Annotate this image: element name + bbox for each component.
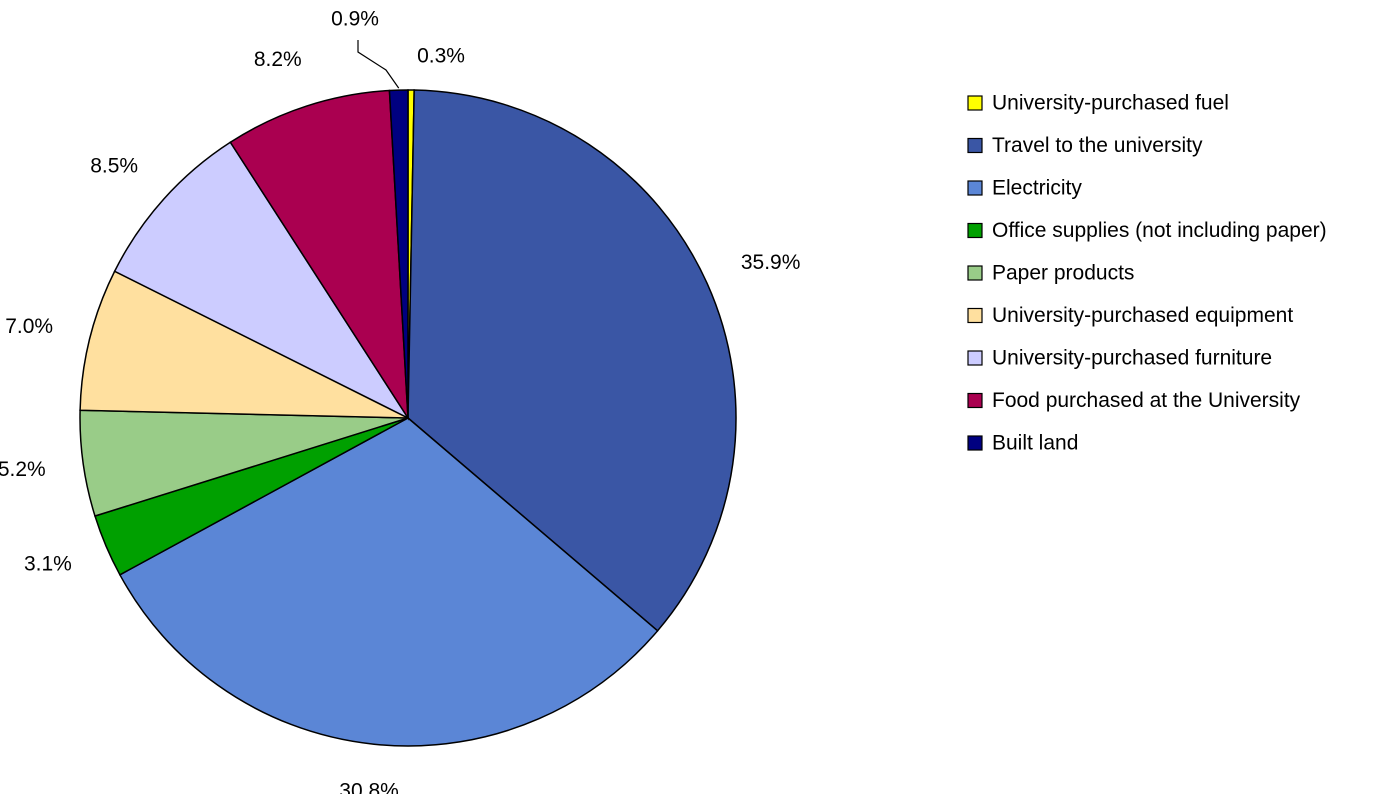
- data-label: 5.2%: [0, 458, 46, 481]
- pie-slice: [388, 89, 409, 419]
- data-label: 3.1%: [24, 552, 72, 575]
- data-label: 8.2%: [254, 48, 302, 71]
- legend-swatch: [967, 95, 983, 111]
- legend-label: Electricity: [992, 177, 1082, 200]
- data-label: 0.9%: [331, 8, 379, 31]
- legend-swatch: [967, 137, 983, 154]
- legend-swatch: [967, 350, 983, 366]
- data-label: 8.5%: [90, 154, 138, 177]
- pie-slice: [118, 417, 659, 747]
- legend-swatch: [967, 265, 983, 281]
- legend-swatch: [967, 180, 983, 196]
- legend-label: Travel to the university: [992, 134, 1203, 157]
- data-label: 35.9%: [741, 251, 801, 274]
- data-label: 0.3%: [417, 45, 465, 68]
- legend-label: University-purchased equipment: [992, 304, 1293, 327]
- pie-slice: [113, 141, 411, 420]
- legend-label: Built land: [992, 432, 1078, 455]
- legend-label: Paper products: [992, 262, 1134, 285]
- legend-label: Office supplies (not including paper): [992, 219, 1327, 242]
- data-label: 7.0%: [5, 315, 53, 338]
- legend-label: University-purchased furniture: [992, 347, 1272, 370]
- pie-slice: [229, 89, 409, 421]
- data-label: 30.8%: [339, 780, 399, 794]
- pie-slice: [407, 89, 737, 632]
- legend-swatch: [967, 435, 983, 451]
- leader-line: [357, 40, 400, 89]
- legend-swatch: [967, 392, 983, 409]
- legend-label: Food purchased at the University: [992, 389, 1301, 412]
- legend-swatch: [967, 307, 983, 324]
- legend-label: University-purchased fuel: [992, 92, 1229, 115]
- legend-swatch: [967, 222, 983, 239]
- pie-slice: [79, 270, 409, 419]
